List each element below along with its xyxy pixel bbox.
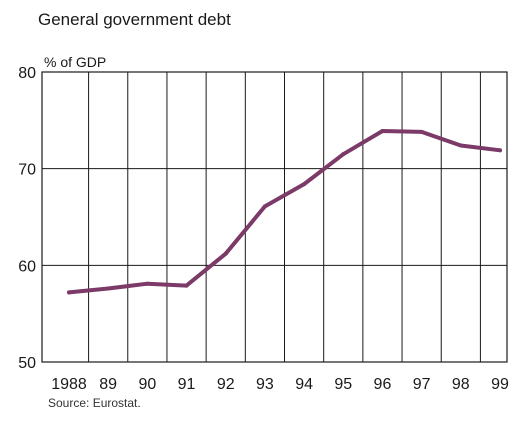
x-tick-label: 99 — [491, 376, 509, 393]
data-point — [184, 283, 189, 288]
data-point — [145, 281, 150, 286]
data-point — [498, 148, 502, 153]
data-point — [341, 152, 346, 157]
y-tick-label: 80 — [18, 65, 36, 82]
data-point — [380, 128, 385, 133]
source-note: Source: Eurostat. — [48, 396, 141, 410]
x-tick-label: 97 — [413, 376, 431, 393]
x-tick-label: 95 — [334, 376, 352, 393]
x-tick-label: 90 — [138, 376, 156, 393]
grid — [42, 72, 507, 362]
x-tick-labels: 1988 89 90 91 92 93 94 95 96 97 98 99 — [51, 376, 509, 393]
x-tick-label: 94 — [295, 376, 313, 393]
data-point — [419, 129, 424, 134]
y-tick-label: 70 — [18, 162, 36, 179]
y-tick-labels: 50 60 70 80 — [18, 65, 36, 372]
chart-title: General government debt — [38, 10, 231, 29]
plot-frame — [41, 71, 508, 363]
y-tick-label: 60 — [18, 258, 36, 275]
x-tick-label: 92 — [217, 376, 235, 393]
y-axis-label: % of GDP — [44, 54, 106, 70]
series — [67, 128, 502, 295]
x-tick-label: 1988 — [51, 376, 87, 393]
series-line-debt — [67, 129, 502, 295]
x-tick-label: 89 — [99, 376, 117, 393]
x-tick-label: 98 — [452, 376, 470, 393]
x-tick-label: 96 — [374, 376, 392, 393]
data-point — [262, 204, 267, 209]
x-tick-label: 93 — [256, 376, 274, 393]
data-point — [458, 143, 463, 148]
data-point — [302, 182, 307, 187]
data-point — [67, 290, 71, 295]
data-point — [223, 251, 228, 256]
y-tick-label: 50 — [18, 355, 36, 372]
data-point — [106, 286, 111, 291]
x-tick-label: 91 — [178, 376, 196, 393]
